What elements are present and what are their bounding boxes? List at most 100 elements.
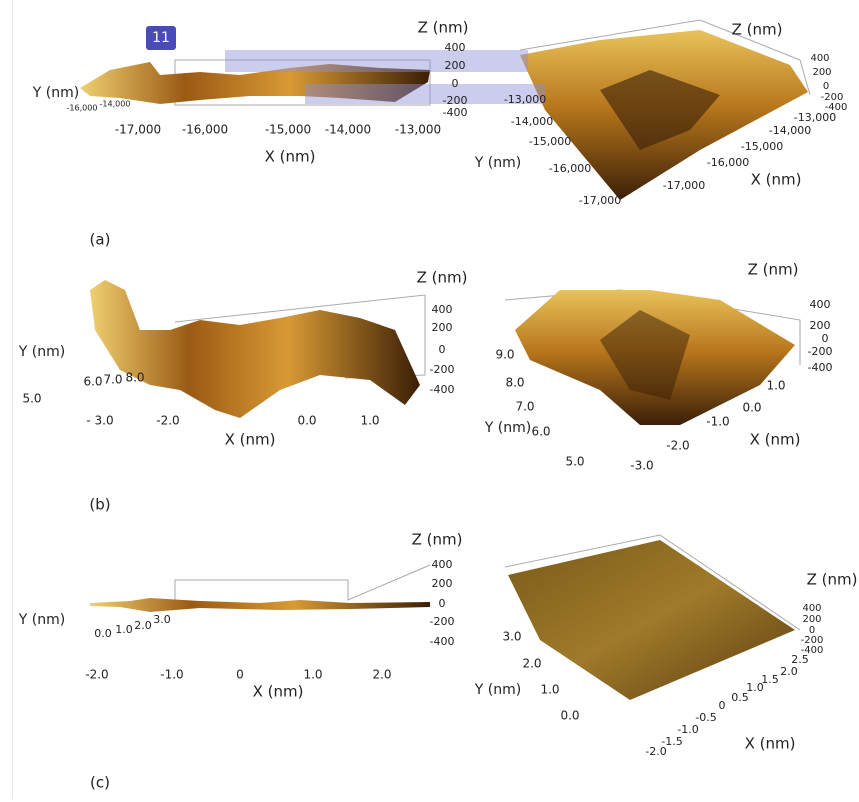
y-tick-label: 7.0 [103, 373, 122, 387]
x-tick-label: -13,000 [395, 123, 441, 137]
z-tick-label: 0 [822, 332, 829, 345]
z-tick-label: 0 [452, 77, 459, 90]
z-axis-title: Z (nm) [807, 571, 858, 589]
z-axis-title: Z (nm) [748, 261, 799, 279]
z-tick-label: -400 [801, 645, 824, 656]
y-axis-title: Y (nm) [474, 682, 521, 698]
z-axis-title: Z (nm) [418, 19, 469, 37]
x-tick-label: 0.0 [297, 414, 316, 428]
y-tick-label: 6.0 [83, 375, 102, 389]
z-tick-label: 0 [439, 597, 446, 610]
x-tick-label: 2.0 [780, 665, 798, 678]
z-tick-label: 400 [432, 303, 453, 316]
x-tick-label: -0.5 [695, 711, 716, 724]
x-axis-title: X (nm) [253, 683, 304, 701]
z-tick-label: 400 [445, 41, 466, 54]
y-tick-label: 2.0 [522, 657, 541, 671]
y-tick-label: 1.0 [115, 623, 133, 636]
x-tick-label: -16,000 [182, 123, 228, 137]
x-axis-title: X (nm) [225, 431, 276, 449]
z-tick-label: 200 [432, 321, 453, 334]
x-axis-title: X (nm) [751, 171, 802, 189]
x-tick-label: -2.0 [85, 668, 108, 682]
x-tick-label: 2.5 [791, 653, 809, 666]
panel-label: (b) [89, 496, 110, 514]
surface-a-left [80, 59, 431, 106]
z-tick-label: -400 [825, 102, 848, 113]
x-tick-label: -15,000 [265, 123, 311, 137]
x-tick-label: - 3.0 [86, 414, 113, 428]
y-tick-label: 0.0 [94, 627, 112, 640]
x-tick-label: 1.0 [746, 681, 764, 694]
z-tick-label: 200 [432, 577, 453, 590]
x-tick-label: -14,000 [325, 123, 371, 137]
x-tick-label: 1.5 [761, 673, 779, 686]
z-tick-label: 0 [809, 625, 815, 636]
y-axis-title: Y (nm) [18, 344, 65, 360]
z-tick-label: -200 [430, 363, 455, 376]
x-tick-label: -13,000 [794, 111, 836, 124]
x-tick-label: -14,000 [769, 124, 811, 137]
x-tick-label: -1.0 [677, 723, 698, 736]
x-tick-label: -17,000 [663, 179, 705, 192]
y-tick-label: 8.0 [505, 376, 524, 390]
surface-c-left [90, 564, 431, 612]
y-tick-label: 8.0 [125, 371, 144, 385]
z-tick-label: -200 [443, 94, 468, 107]
y-tick-label: 9.0 [495, 348, 514, 362]
x-axis-title: X (nm) [265, 148, 316, 166]
y-axis-title: Y (nm) [32, 85, 79, 101]
y-axis-title: Y (nm) [474, 155, 521, 171]
y-tick-label: -13,000 [504, 93, 546, 106]
x-tick-label: -2.0 [666, 439, 689, 453]
z-tick-label: 200 [445, 59, 466, 72]
z-axis-title: Z (nm) [417, 269, 468, 287]
panel-label: (a) [90, 231, 111, 249]
y-axis-title: Y (nm) [18, 612, 65, 628]
y-tick-label: 6.0 [531, 425, 550, 439]
surface-c-right [504, 534, 801, 700]
badge: 11 [146, 26, 176, 50]
x-tick-label: 0.0 [742, 401, 761, 415]
z-tick-label: -200 [821, 92, 844, 103]
surface-b-left [90, 280, 426, 418]
x-tick-label: -16,000 [707, 156, 749, 169]
x-tick-label: -2.0 [156, 414, 179, 428]
y-tick-label: -15,000 [529, 135, 571, 148]
x-tick-label: 2.0 [372, 668, 391, 682]
x-tick-label: -15,000 [741, 140, 783, 153]
z-tick-label: -200 [430, 615, 455, 628]
page-edge [12, 0, 13, 798]
x-tick-label: -3.0 [630, 459, 653, 473]
y-tick-label: 2.0 [134, 619, 152, 632]
surface-b-right [504, 289, 801, 425]
z-tick-label: 400 [432, 558, 453, 571]
z-tick-label: -200 [801, 635, 824, 646]
y-tick-label: 1.0 [540, 683, 559, 697]
z-tick-label: -400 [430, 635, 455, 648]
x-tick-label: 1.0 [766, 379, 785, 393]
y-tick-label: -16,000 [549, 162, 591, 175]
y-tick-label: 3.0 [153, 613, 171, 626]
x-tick-label: -1.0 [706, 415, 729, 429]
z-axis-title: Z (nm) [732, 21, 783, 39]
y-tick-label: 0.0 [560, 709, 579, 723]
z-tick-label: 0 [439, 343, 446, 356]
z-tick-label: -200 [808, 345, 833, 358]
y-tick-label: -14,000 [511, 115, 553, 128]
z-tick-label: -400 [430, 383, 455, 396]
x-tick-label: 1.0 [360, 414, 379, 428]
z-tick-label: 400 [810, 53, 829, 64]
y-tick-label: 3.0 [502, 630, 521, 644]
x-axis-title: X (nm) [745, 735, 796, 753]
y-tick-label: -16,000 [67, 104, 98, 113]
surface-a-right [519, 19, 811, 200]
x-tick-label: 0 [719, 699, 726, 712]
panel-label: (c) [90, 774, 110, 792]
x-tick-label: -1.5 [661, 735, 682, 748]
highlight [225, 50, 528, 72]
y-axis-title: Y (nm) [484, 420, 531, 436]
x-tick-label: 0 [236, 668, 244, 682]
z-tick-label: 400 [810, 298, 831, 311]
